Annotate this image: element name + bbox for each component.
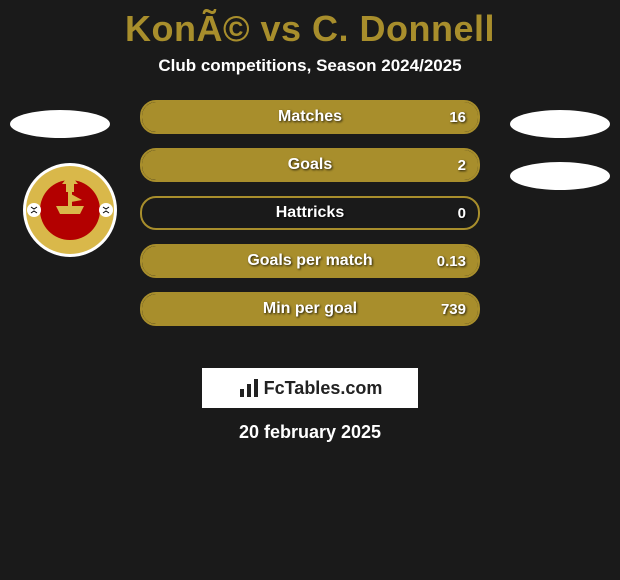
stat-label: Hattricks bbox=[142, 198, 478, 228]
stat-row: Hattricks 0 bbox=[140, 196, 480, 230]
page-date: 20 february 2025 bbox=[0, 422, 620, 443]
stat-row: Goals per match 0.13 bbox=[140, 244, 480, 278]
stats-table: Matches 16 Goals 2 Hattricks 0 Goals per… bbox=[140, 100, 480, 340]
player-right-silhouette bbox=[510, 110, 610, 138]
stat-row: Matches 16 bbox=[140, 100, 480, 134]
stat-fill-bar bbox=[142, 294, 478, 324]
stat-value: 0 bbox=[458, 198, 466, 228]
brand-label: FcTables.com bbox=[264, 378, 383, 399]
stat-fill-bar bbox=[142, 246, 478, 276]
stat-value: 0.13 bbox=[437, 246, 466, 276]
page-subtitle: Club competitions, Season 2024/2025 bbox=[0, 56, 620, 76]
club-right-silhouette bbox=[510, 162, 610, 190]
stat-fill-bar bbox=[142, 102, 478, 132]
page-title: KonÃ© vs C. Donnell bbox=[0, 8, 620, 50]
stat-value: 16 bbox=[449, 102, 466, 132]
player-left-silhouette bbox=[10, 110, 110, 138]
stat-fill-bar bbox=[142, 150, 478, 180]
bar-chart-icon bbox=[238, 377, 260, 399]
stat-row: Goals 2 bbox=[140, 148, 480, 182]
page: KonÃ© vs C. Donnell Club competitions, S… bbox=[0, 8, 620, 580]
fctables-link[interactable]: FcTables.com bbox=[202, 368, 418, 408]
content-area: Matches 16 Goals 2 Hattricks 0 Goals per… bbox=[0, 100, 620, 360]
manchester-united-crest-icon bbox=[22, 162, 118, 258]
stat-value: 2 bbox=[458, 150, 466, 180]
stat-row: Min per goal 739 bbox=[140, 292, 480, 326]
stat-value: 739 bbox=[441, 294, 466, 324]
